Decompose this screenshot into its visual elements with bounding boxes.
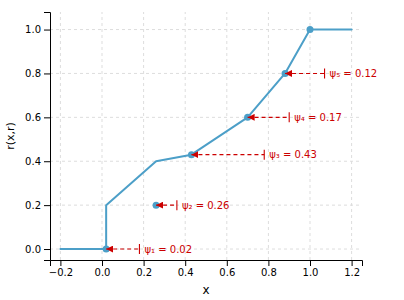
x-tick-mark [144,260,145,266]
annotation-end-tick [324,68,325,78]
annotation-line [285,73,325,74]
x-tick: 0.8 [261,260,277,278]
x-axis-title: x [202,283,209,297]
annotation-line [106,248,139,249]
annotation-label: ψ₂ = 0.26 [182,200,230,211]
x-tick: 1.2 [344,260,360,278]
line [60,30,351,249]
y-axis-title: r(x,r) [4,122,17,150]
grid-line-x [310,12,311,260]
grid-line-x [102,12,103,260]
y-tick-label: 0.2 [25,200,41,211]
x-tick: −0.2 [49,260,73,278]
x-axis-line [51,261,363,267]
grid-line-y [50,161,362,162]
x-tick-label: 0.4 [178,267,194,278]
x-tick: 1.0 [303,260,319,278]
x-tick: 0.0 [95,260,111,278]
y-tick-mark [44,205,50,206]
annotation-end-tick [176,200,177,210]
x-tick: 0.2 [136,260,152,278]
y-tick: 0.4 [25,156,50,167]
marker [307,26,314,33]
y-tick: 1.0 [25,24,50,35]
grid [50,12,362,260]
annotation-end-tick [264,150,265,160]
x-tick-label: 1.2 [344,267,360,278]
grid-line-y [50,73,362,74]
y-tick-mark [44,30,50,31]
y-tick-mark [44,117,50,118]
y-tick-mark [44,161,50,162]
y-tick: 0.0 [25,244,50,255]
x-tick-label: 0.0 [95,267,111,278]
grid-line-x [60,12,61,260]
y-tick-label: 0.8 [25,68,41,79]
y-tick-label: 0.6 [25,112,41,123]
x-tick-label: 0.2 [136,267,152,278]
y-tick: 0.8 [25,68,50,79]
x-tick-mark [227,260,228,266]
annotation-line [191,154,264,155]
x-tick-mark [185,260,186,266]
annotation-label: ψ₁ = 0.02 [144,244,192,255]
x-tick-mark [102,260,103,266]
annotation-line [156,205,177,206]
grid-line-x [143,12,144,260]
grid-line-x [351,12,352,260]
x-tick-mark [352,260,353,266]
y-tick: 0.2 [25,200,50,211]
y-axis-line [44,13,51,261]
annotation-end-tick [289,112,290,122]
annotation-label: ψ₅ = 0.12 [330,68,378,79]
y-tick-label: 1.0 [25,24,41,35]
x-tick-label: 1.0 [303,267,319,278]
grid-line-x [226,12,227,260]
x-tick-mark [268,260,269,266]
x-axis: −0.2 0.0 0.2 0.4 0.6 0.8 1.0 1.2 [49,260,363,278]
x-tick: 0.4 [178,260,194,278]
x-tick-label: 0.6 [219,267,235,278]
annotation-label: ψ₃ = 0.43 [269,149,317,160]
annotation-label: ψ₄ = 0.17 [294,112,342,123]
y-tick-mark [44,73,50,74]
grid-line-x [185,12,186,260]
y-tick-label: 0.4 [25,156,41,167]
annotation-line [248,117,290,118]
plot-area [60,26,351,254]
x-tick-mark [310,260,311,266]
y-tick-label: 0.0 [25,244,41,255]
y-tick: 0.6 [25,112,50,123]
grid-line-x [268,12,269,260]
annotations: ψ₁ = 0.02 ψ₂ = 0.26 ψ₃ = 0.43 ψ₄ = 0.17 ψ₅ =… [144,68,377,255]
y-axis: 0.0 0.2 0.4 0.6 0.8 1.0 [25,13,50,261]
y-tick-mark [44,249,50,250]
annotation-end-tick [139,244,140,254]
chart: −0.2 0.0 0.2 0.4 0.6 0.8 1.0 1.2 0.0 0.2 0.4 0.6 0.8… [0,0,404,300]
x-tick-label: 0.8 [261,267,277,278]
x-tick-mark [60,260,61,266]
x-tick-label: −0.2 [49,267,73,278]
x-tick: 0.6 [219,260,235,278]
